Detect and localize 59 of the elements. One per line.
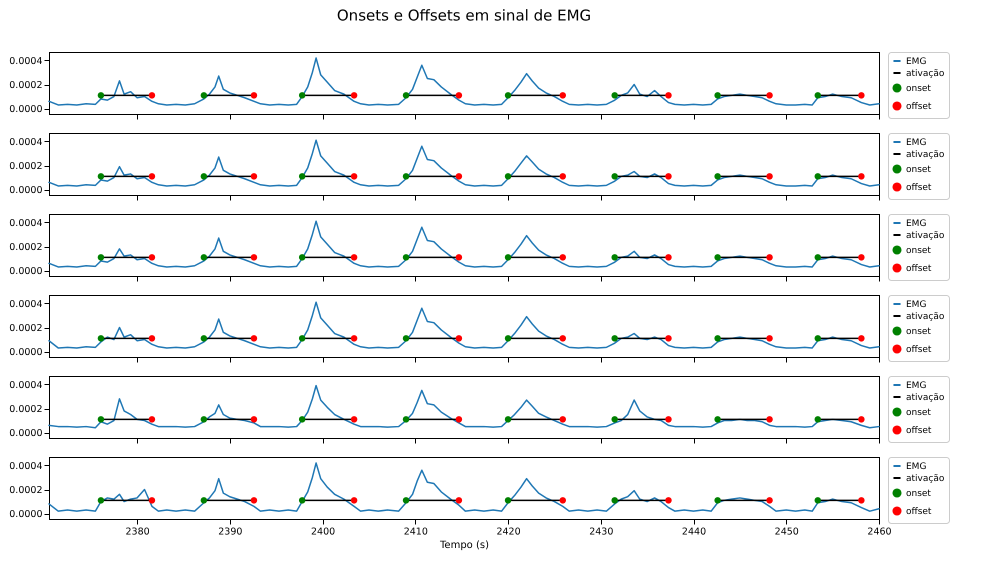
x-tick-label: 2440 [682, 526, 706, 538]
y-tick-label: 0.0002 [9, 80, 42, 92]
legend-label: offset [906, 345, 932, 355]
y-tick-label: 0.0000 [9, 104, 42, 116]
legend-label: EMG [906, 462, 926, 472]
y-tick-label: 0.0000 [9, 428, 42, 440]
y-tick-label: 0.0004 [9, 298, 42, 310]
y-tick-label: 0.0004 [9, 380, 42, 391]
legend-label: ativação [906, 474, 945, 484]
legend-label: offset [906, 183, 932, 193]
x-tick-label: 2450 [774, 526, 799, 538]
x-tick-label: 2410 [404, 526, 428, 538]
y-tick-label: 0.0002 [9, 161, 42, 172]
line-series [48, 384, 880, 429]
legend-label: onset [906, 165, 932, 175]
legend-label: ativação [906, 150, 945, 160]
legend-label: onset [906, 84, 932, 94]
y-tick-label: 0.0000 [9, 185, 42, 196]
x-tick-label: 2420 [496, 526, 521, 538]
legend-label: ativação [906, 393, 945, 403]
y-tick-label: 0.0002 [9, 242, 42, 254]
line-series [48, 139, 880, 187]
legend-label: ativação [906, 69, 945, 79]
legend-label: EMG [906, 219, 926, 229]
line-series [48, 462, 880, 512]
y-tick-label: 0.0000 [9, 266, 42, 278]
line-series [48, 57, 880, 106]
line-series [48, 301, 880, 349]
legend-label: onset [906, 489, 932, 499]
legend-label: EMG [906, 381, 926, 391]
y-tick-label: 0.0002 [9, 404, 42, 416]
legend-label: ativação [906, 312, 945, 322]
legend-label: EMG [906, 138, 926, 148]
y-tick-label: 0.0002 [9, 323, 42, 334]
y-tick-label: 0.0004 [9, 460, 42, 472]
y-tick-label: 0.0004 [9, 136, 42, 148]
legend-label: offset [906, 264, 932, 274]
x-tick-label: 2380 [126, 526, 150, 538]
legend-label: offset [906, 102, 932, 112]
line-series [48, 220, 880, 268]
y-tick-label: 0.0004 [9, 56, 42, 67]
y-tick-label: 0.0000 [9, 509, 42, 520]
y-tick-label: 0.0004 [9, 218, 42, 229]
x-tick-label: 2460 [867, 526, 892, 538]
legend-label: onset [906, 246, 932, 256]
x-tick-label: 2430 [589, 526, 614, 538]
legend-label: offset [906, 426, 932, 436]
legend-label: ativação [906, 231, 945, 241]
y-tick-label: 0.0000 [9, 347, 42, 358]
legend-label: onset [906, 408, 932, 418]
y-tick-label: 0.0002 [9, 485, 42, 496]
x-tick-label: 2400 [310, 526, 336, 538]
chart-title: Onsets e Offsets em sinal de EMG [336, 6, 592, 24]
x-axis-title: Tempo (s) [439, 540, 490, 551]
legend-label: onset [906, 327, 932, 337]
legend-label: EMG [906, 300, 926, 310]
legend-label: EMG [906, 57, 926, 67]
x-tick-label: 2390 [218, 526, 242, 538]
legend-label: offset [906, 507, 932, 517]
